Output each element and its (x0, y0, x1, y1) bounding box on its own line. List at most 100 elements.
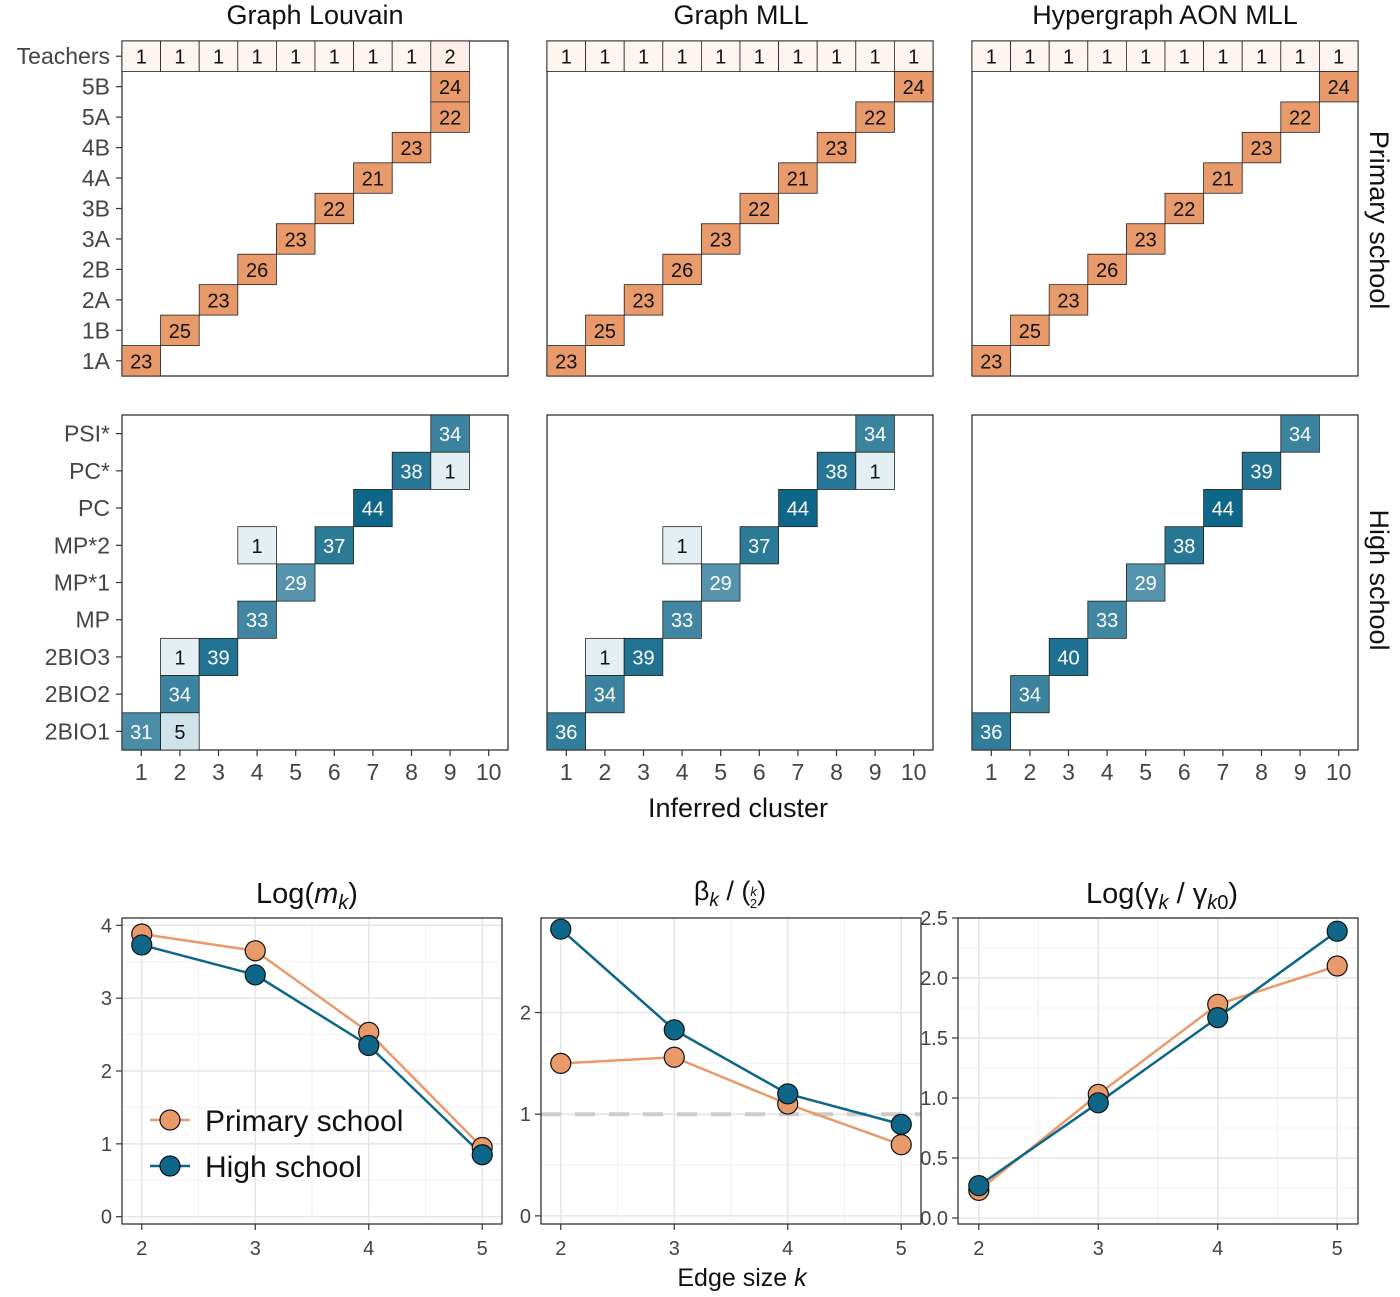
heatmap-x-tick-label: 2 (1024, 759, 1037, 785)
heatmap-cell-value: 34 (1289, 424, 1311, 446)
heatmap-cell-value: 25 (1019, 321, 1041, 343)
heatmap-row-label: 1A (82, 348, 111, 374)
heatmap-row-label: 5A (82, 104, 111, 130)
heatmap-cell (1164, 192, 1204, 225)
heatmap-x-tick-label: 4 (251, 759, 264, 785)
heatmap-x-tick-label: 7 (792, 759, 805, 785)
x-tick-label: 3 (1093, 1238, 1104, 1260)
heatmap-cell-value: 21 (787, 169, 809, 191)
heatmap-cell (160, 712, 200, 751)
heatmap-cell-value: 1 (792, 47, 803, 69)
heatmap-cell (1087, 40, 1127, 72)
heatmap-cell-value: 1 (174, 47, 185, 69)
y-tick-label: 1.5 (920, 1028, 948, 1050)
heatmap-cell (1319, 71, 1359, 103)
heatmap-cell-value: 38 (825, 461, 847, 483)
heatmap-cell-value: 23 (710, 229, 732, 251)
heatmap-cell (160, 314, 200, 346)
x-tick-label: 5 (1332, 1238, 1343, 1260)
heatmap-cell-value: 33 (671, 610, 693, 632)
heatmap-cell (662, 600, 702, 639)
heatmap-cell (275, 40, 316, 72)
heatmap-cell-value: 23 (555, 351, 577, 373)
heatmap-cell-value: 1 (1063, 47, 1074, 69)
heatmap-cell-value: 1 (252, 47, 263, 69)
heatmap-cell-value: 24 (439, 77, 461, 99)
heatmap-cell (391, 131, 432, 164)
series-line (560, 1056, 902, 1146)
heatmap-x-tick-label: 8 (405, 759, 418, 785)
heatmap-x-tick-label: 5 (1139, 759, 1152, 785)
heatmap-row-label: 2BIO2 (45, 681, 110, 707)
y-tick-label: 2.0 (920, 968, 948, 990)
series-group (131, 923, 493, 1166)
edge-size-axis-label: Edge size k (677, 1264, 808, 1292)
line-chart-log-gamma: 0.0 0.5 1.0 1.5 2.0 2.5 2 3 4 5 (920, 908, 1359, 1260)
legend-label-high: High school (205, 1151, 362, 1184)
heatmap-cell-value: 1 (329, 47, 340, 69)
heatmap-cell-value: 36 (555, 722, 577, 744)
heatmap-x-tick-label: 4 (1101, 759, 1114, 785)
heatmap-cell (198, 637, 239, 676)
heatmap-x-tick-label: 4 (676, 759, 689, 785)
heatmap-cell (237, 600, 277, 639)
heatmap-cell (585, 675, 625, 714)
heatmap-cell-value: 1 (986, 47, 997, 69)
data-point (1326, 955, 1348, 977)
heatmap-cell (623, 637, 664, 676)
series-line (559, 928, 902, 1126)
heatmap-cell (778, 40, 818, 72)
heatmap-cell-value: 1 (715, 47, 726, 69)
y-tick-label: 1 (520, 1104, 531, 1126)
heatmap-cell (160, 675, 200, 714)
legend-marker-primary (159, 1109, 181, 1131)
heatmap-cell (275, 563, 316, 602)
heatmap-cell-value: 1 (561, 47, 572, 69)
heatmap-cell-value: 26 (246, 260, 268, 282)
heatmap-row-label: 3B (82, 196, 110, 222)
heatmap-cell (662, 526, 702, 565)
heatmap-row-label: 5B (82, 74, 110, 100)
data-point (1087, 1092, 1109, 1114)
heatmap-cell-value: 1 (406, 47, 417, 69)
line-chart-log-mk: 0 1 2 3 4 2 3 4 5 (101, 915, 503, 1260)
heatmap-cell-value: 1 (831, 47, 842, 69)
heatmap-cell-value: 1 (599, 47, 610, 69)
heatmap-cell-value: 33 (246, 610, 268, 632)
heatmap-row-label: MP*2 (54, 532, 110, 558)
heatmap-cell-value: 1 (677, 47, 688, 69)
heatmap-cell-value: 34 (864, 424, 886, 446)
heatmap-cell (121, 712, 161, 751)
heatmap-cell-value: 22 (439, 108, 461, 130)
heatmap-cell-value: 23 (1057, 290, 1079, 312)
heatmap-cell (353, 489, 393, 528)
heatmap-cell (662, 253, 702, 286)
heatmap-cell (1203, 162, 1243, 194)
legend-marker-high (159, 1155, 181, 1177)
heatmap-cell (430, 451, 470, 490)
y-tick-label: 1.0 (920, 1088, 948, 1110)
x-tick-label: 4 (782, 1238, 793, 1260)
heatmap-cell-value: 29 (710, 573, 732, 595)
heatmap-cell (237, 526, 277, 565)
heatmap-cell (1010, 40, 1050, 72)
inferred-cluster-axis-label: Inferred cluster (648, 793, 828, 823)
heatmap-cell-value: 39 (1250, 461, 1272, 483)
heatmap-cell (585, 40, 625, 72)
heatmap-hypergraph-mll-primary: 1 1 1 1 1 1 1 1 1 1 24 22 23 21 22 23 26 23 25 23 (971, 40, 1359, 377)
line-chart-beta-k: 0 1 2 2 3 4 5 (520, 917, 922, 1260)
heatmap-x-tick-label: 8 (1255, 759, 1268, 785)
data-point (890, 1134, 912, 1156)
heatmap-x-tick-label: 10 (476, 759, 502, 785)
heatmap-x-tick-label: 5 (289, 759, 302, 785)
heatmap-cell-value: 1 (174, 647, 185, 669)
heatmap-cell-value: 34 (594, 685, 616, 707)
heatmap-cell-value: 22 (1289, 108, 1311, 130)
heatmap-cell (623, 40, 664, 72)
heatmap-cell (1241, 451, 1282, 490)
heatmap-cell (1241, 40, 1282, 72)
data-point (1207, 1006, 1229, 1029)
heatmap-cell (1280, 414, 1320, 453)
